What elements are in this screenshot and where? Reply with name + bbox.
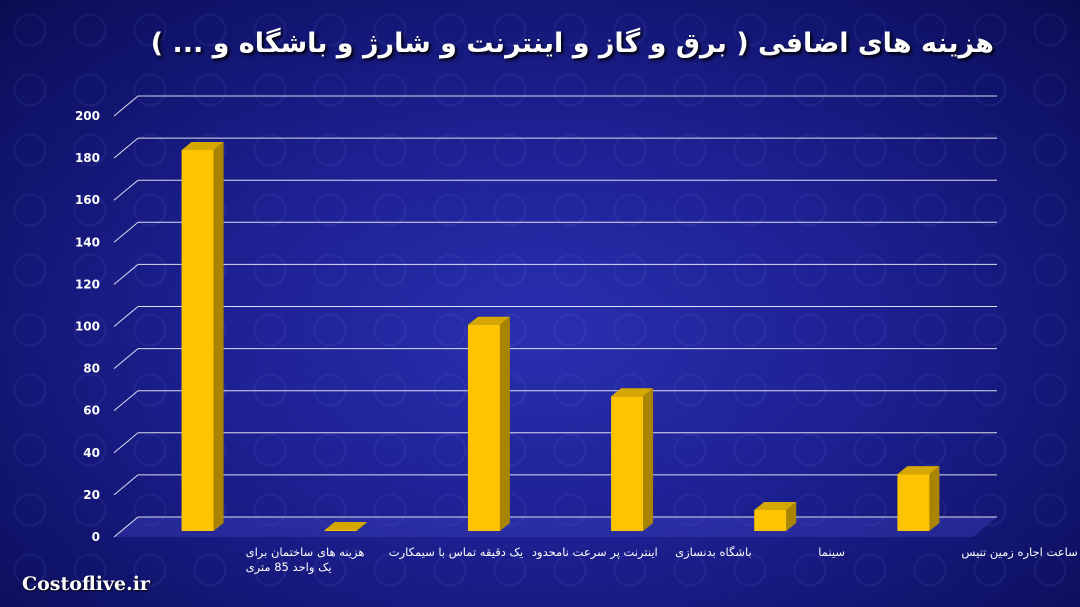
bar (754, 509, 787, 531)
bar-top (754, 501, 797, 510)
bar-side (786, 501, 797, 531)
x-category-label: یک دقیقه تماس با سیمکارت (389, 545, 523, 560)
gridline-depth (113, 516, 139, 538)
gridline-depth (113, 95, 139, 117)
y-tick-label: 200 (75, 109, 100, 123)
x-category-label: یک ساعت اجاره زمین تنیس (961, 545, 1080, 560)
x-category-label: یک واحد 85 متری (246, 560, 332, 575)
x-category-label: هزینه های ساختمان برای (246, 545, 365, 560)
x-category-label: سینما (818, 545, 845, 559)
bar-side (643, 388, 654, 531)
bar-side (356, 521, 367, 531)
y-tick-label: 100 (75, 320, 100, 334)
gridline-depth (113, 390, 139, 412)
gridline-depth (113, 137, 139, 159)
gridline-depth (113, 474, 139, 496)
bar (181, 149, 214, 531)
y-tick-label: 40 (83, 446, 100, 460)
bar-side (213, 141, 224, 531)
y-tick-label: 120 (75, 277, 100, 291)
watermark: Costoflive.ir (22, 573, 150, 595)
bar (324, 529, 357, 531)
bar-side (929, 466, 940, 531)
gridline-depth (113, 306, 139, 327)
bar-top (324, 521, 367, 530)
y-tick-label: 140 (75, 235, 100, 249)
gridline-depth (113, 221, 139, 243)
gridline-depth (113, 432, 139, 454)
gridline-depth (113, 348, 139, 369)
y-tick-label: 20 (83, 488, 100, 502)
bar-top (897, 466, 940, 475)
bar (467, 324, 500, 531)
bar-top (611, 388, 654, 397)
chart-floor (114, 517, 997, 537)
bar-top (467, 316, 510, 325)
x-category-label: باشگاه بدنسازی (675, 545, 752, 560)
y-tick-label: 160 (75, 193, 100, 207)
bar (897, 474, 930, 531)
gridline-depth (113, 264, 139, 285)
chart-title: هزینه های اضافی ( برق و گاز و اینترنت و … (150, 28, 994, 59)
bar-top (181, 141, 224, 150)
bar-side (499, 316, 510, 531)
y-tick-label: 0 (92, 530, 100, 544)
y-tick-label: 80 (83, 362, 100, 376)
gridline-depth (113, 179, 139, 201)
y-tick-label: 180 (75, 151, 100, 165)
bar (611, 396, 644, 531)
y-tick-label: 60 (83, 404, 100, 418)
x-category-label: اینترنت پر سرعت نامحدود (532, 545, 658, 560)
